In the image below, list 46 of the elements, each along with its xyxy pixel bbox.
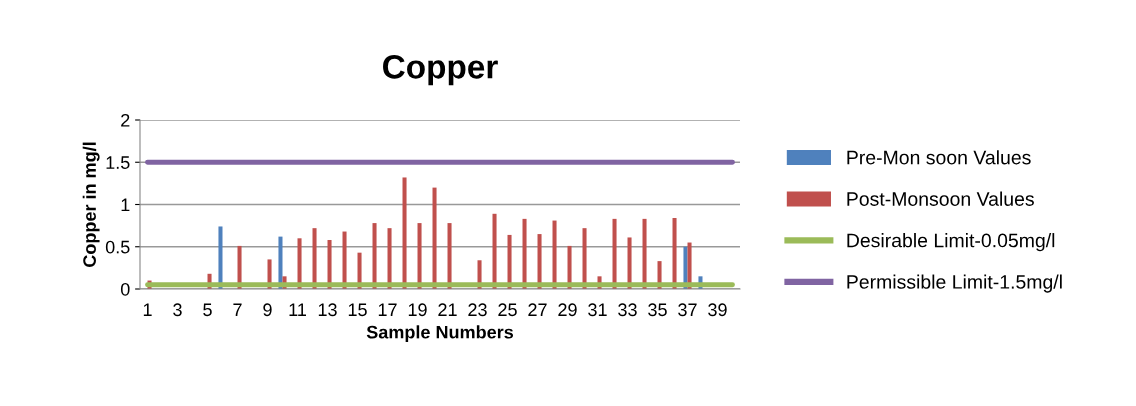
y-tick-label: 0 <box>120 282 130 296</box>
x-tick-label: 5 <box>203 303 212 317</box>
x-tick-label: 13 <box>318 303 337 317</box>
legend-label: Post-Monsoon Values <box>847 191 1034 206</box>
x-tick-label: 35 <box>648 303 667 317</box>
x-tick-label: 33 <box>618 303 637 317</box>
bar <box>372 223 377 289</box>
legend-label: Permissible Limit-1.5mg/l <box>847 274 1062 293</box>
x-tick-label: 21 <box>438 303 457 316</box>
y-tick-label: 2 <box>121 113 130 127</box>
x-tick-label: 15 <box>348 303 367 317</box>
y-tick-label: 0.5 <box>105 240 130 254</box>
bar <box>417 223 422 289</box>
x-tick-label: 25 <box>498 303 517 317</box>
y-tick-label: 1.5 <box>106 156 130 169</box>
bar <box>627 237 632 289</box>
bar <box>432 187 437 289</box>
bar <box>612 218 617 289</box>
x-tick-label: 37 <box>678 303 697 317</box>
bar <box>552 220 557 289</box>
x-tick-label: 23 <box>468 303 487 317</box>
x-tick-label: 11 <box>289 303 306 316</box>
legend-label: Desirable Limit-0.05mg/l <box>847 233 1055 252</box>
bar <box>642 218 647 289</box>
x-axis-title: Sample Numbers <box>366 325 514 343</box>
bar <box>218 226 223 289</box>
bar <box>492 213 497 289</box>
x-tick-label: 1 <box>143 303 152 316</box>
bar <box>278 236 283 289</box>
x-tick-label: 19 <box>408 303 427 317</box>
bar <box>672 218 677 289</box>
bar <box>522 218 527 289</box>
bar <box>447 223 452 289</box>
y-axis-title: Copper in mg/l <box>82 142 100 267</box>
x-tick-label: 39 <box>708 303 727 317</box>
chart-title: Copper <box>383 55 498 86</box>
x-tick-label: 27 <box>528 303 547 316</box>
x-tick-label: 7 <box>233 303 242 316</box>
bar <box>402 177 407 289</box>
x-tick-label: 3 <box>173 303 182 317</box>
y-tick-label: 1 <box>121 198 130 212</box>
x-tick-label: 29 <box>558 303 577 317</box>
x-tick-label: 17 <box>378 303 397 316</box>
x-tick-label: 9 <box>263 303 272 317</box>
legend-label: Pre-Mon soon Values <box>847 150 1031 165</box>
x-tick-label: 31 <box>588 303 607 317</box>
